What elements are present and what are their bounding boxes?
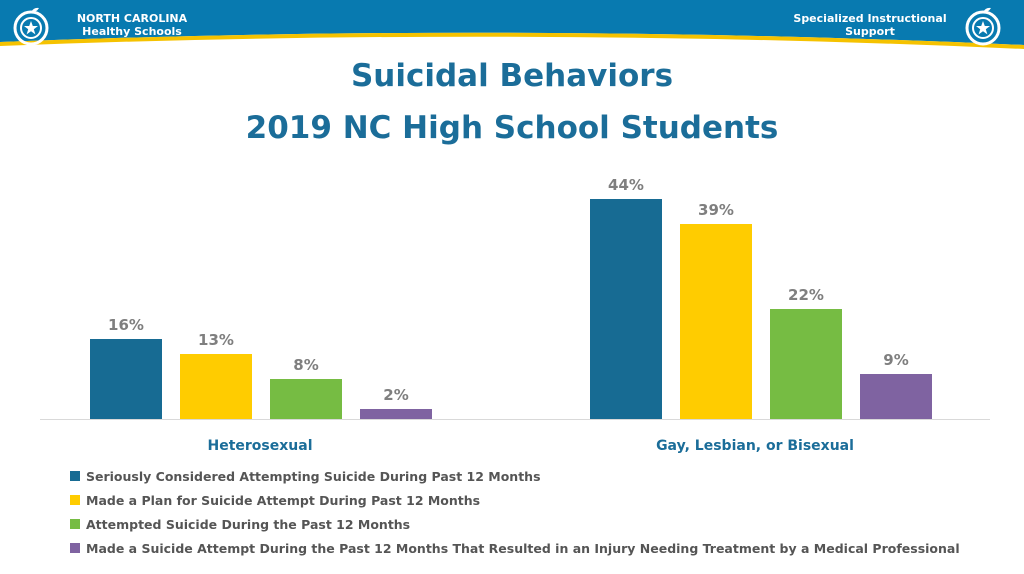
- bar-1-2: [180, 354, 252, 419]
- header-accent-stripe: [0, 32, 1024, 49]
- chart-title-line1: Suicidal Behaviors: [350, 58, 674, 94]
- data-label-2-1: 44%: [608, 176, 644, 194]
- bar-1-3: [270, 379, 342, 419]
- bar-1-1: [90, 339, 162, 419]
- header-left-title-line1: NORTH CAROLINA: [76, 12, 188, 25]
- data-label-1-1: 16%: [108, 316, 144, 334]
- data-label-2-4: 9%: [883, 351, 908, 369]
- bar-2-1: [590, 199, 662, 419]
- apple-star-logo-icon: [13, 7, 49, 46]
- bar-2-4: [860, 374, 932, 419]
- legend-swatch-2: [70, 495, 80, 505]
- header-right-title: Specialized Instructional Support: [790, 12, 950, 38]
- category-label-2: Gay, Lesbian, or Bisexual: [656, 438, 854, 454]
- chart-legend: Seriously Considered Attempting Suicide …: [70, 464, 960, 560]
- header-banner: [0, 0, 1024, 49]
- legend-label-4: Made a Suicide Attempt During the Past 1…: [86, 540, 960, 556]
- header-left-title: NORTH CAROLINA Healthy Schools: [74, 12, 190, 38]
- header-left-title-line2: Healthy Schools: [82, 25, 182, 38]
- data-label-1-4: 2%: [383, 386, 408, 404]
- header-right-title-line2: Support: [845, 25, 895, 38]
- bar-1-4: [360, 409, 432, 419]
- data-label-1-2: 13%: [198, 331, 234, 349]
- bar-2-2: [680, 224, 752, 419]
- data-label-2-3: 22%: [788, 286, 824, 304]
- header-band: [0, 0, 1024, 45]
- legend-label-2: Made a Plan for Suicide Attempt During P…: [86, 492, 481, 508]
- legend-swatch-3: [70, 519, 80, 529]
- data-label-1-3: 8%: [293, 356, 318, 374]
- legend-item-4: Made a Suicide Attempt During the Past 1…: [70, 536, 960, 560]
- legend-swatch-1: [70, 471, 80, 481]
- category-label-1: Heterosexual: [208, 438, 313, 454]
- bar-2-3: [770, 309, 842, 419]
- legend-label-1: Seriously Considered Attempting Suicide …: [86, 468, 541, 484]
- apple-star-logo-icon: [965, 7, 1001, 46]
- legend-label-3: Attempted Suicide During the Past 12 Mon…: [86, 516, 411, 532]
- chart-title-line2: 2019 NC High School Students: [245, 110, 779, 146]
- data-label-2-2: 39%: [698, 201, 734, 219]
- legend-item-2: Made a Plan for Suicide Attempt During P…: [70, 488, 960, 512]
- legend-swatch-4: [70, 543, 80, 553]
- header-right-title-line1: Specialized Instructional: [793, 12, 947, 25]
- legend-item-1: Seriously Considered Attempting Suicide …: [70, 464, 960, 488]
- legend-item-3: Attempted Suicide During the Past 12 Mon…: [70, 512, 960, 536]
